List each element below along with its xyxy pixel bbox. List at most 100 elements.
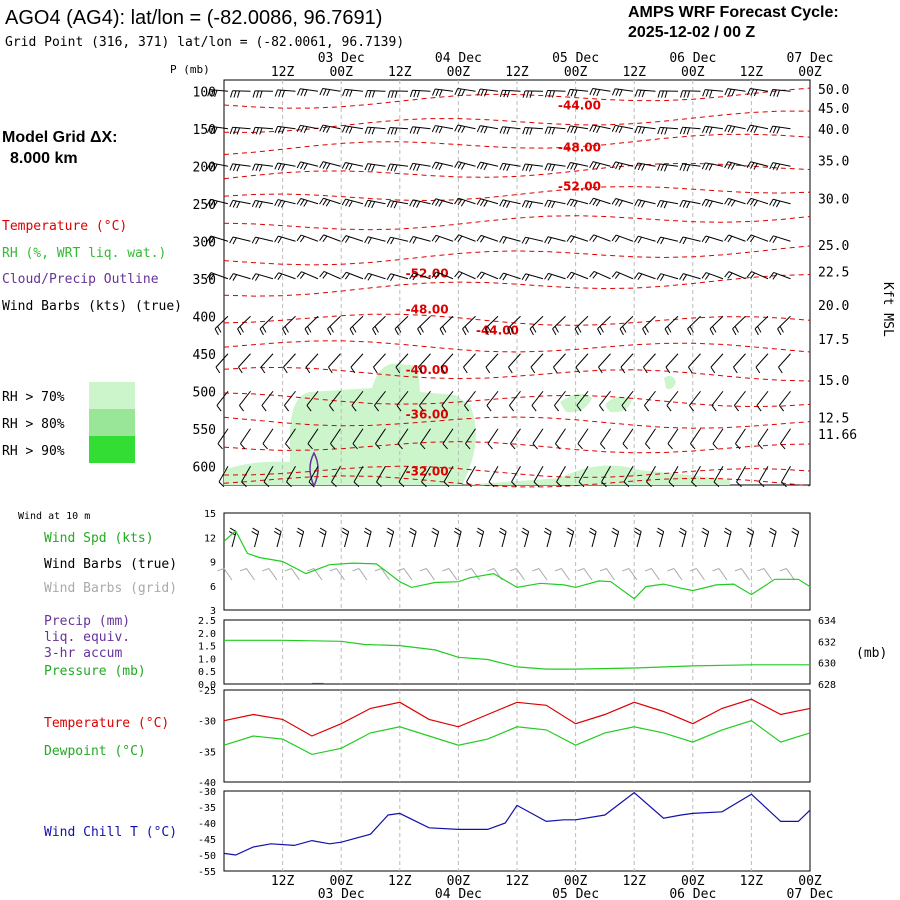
cross-section-wind-barb-feather: [236, 201, 241, 209]
cross-section-wind-barb-feather: [664, 90, 668, 98]
cross-section-wind-barb-feather: [416, 127, 421, 135]
cross-section-wind-barb-feather: [637, 200, 642, 207]
cross-section-wind-barb-feather: [258, 201, 263, 209]
windchill-tick-label: -30: [198, 787, 216, 798]
cross-section-wind-barb-feather: [525, 164, 530, 172]
cross-section-wind-barb: [735, 428, 746, 444]
cross-section-wind-barb-feather: [325, 200, 331, 207]
cross-section-wind-barb-feather: [779, 405, 785, 412]
cross-section-wind-barb-feather: [772, 236, 778, 244]
top-hour-tick-label: 00Z: [447, 65, 471, 80]
cross-section-wind-barb: [644, 390, 656, 406]
bottom-hour-tick-label: 00Z: [798, 874, 822, 889]
cross-section-wind-barb-feather: [753, 126, 758, 134]
cross-section-wind-barb-feather: [596, 89, 601, 97]
cross-section-wind-barb-feather: [597, 328, 602, 336]
cross-section-wind-barb: [372, 315, 386, 330]
cross-section-wind-barb: [442, 428, 454, 444]
cross-section-wind-barb-feather: [660, 164, 665, 172]
cross-section-wind-barb-feather: [598, 366, 603, 374]
cross-section-wind-barb: [481, 271, 499, 280]
cross-section-wind-barb-feather: [304, 328, 309, 336]
top-hour-tick-label: 12Z: [388, 65, 412, 80]
surface-grid-wind-barb-feather: [352, 568, 360, 572]
cross-section-wind-barb-feather: [510, 443, 516, 450]
cross-section-wind-barb-feather: [345, 89, 350, 97]
cross-section-wind-barb-feather: [300, 89, 305, 96]
label-pressure: Pressure (mb): [44, 664, 146, 679]
cross-section-wind-barb-feather: [525, 237, 530, 245]
cross-section-wind-barb-feather: [599, 405, 605, 412]
surface-wind-barb: [389, 531, 395, 548]
surface-grid-wind-barb-feather: [239, 568, 247, 572]
cross-section-wind-barb-feather: [483, 89, 488, 97]
cross-section-wind-barb-feather: [277, 273, 283, 280]
kft-tick-label: 25.0: [818, 239, 849, 254]
cross-section-wind-barb-feather: [621, 405, 627, 412]
bottom-hour-tick-label: 12Z: [505, 874, 529, 889]
top-day-tick-label: 07 Dec: [787, 51, 834, 66]
isotherm-line: [223, 366, 811, 382]
model-grid-title: Model Grid ΔX:: [2, 129, 118, 146]
surface-wind-barb-feather: [454, 527, 462, 532]
cross-section-wind-barb-feather: [769, 89, 774, 97]
kft-tick-label: 17.5: [818, 333, 849, 348]
pressure-tick-label: 550: [193, 423, 216, 438]
surface-grid-wind-barb: [763, 568, 773, 581]
cross-section-wind-barb-feather: [283, 366, 288, 374]
cross-section-wind-barb-feather: [342, 89, 346, 97]
cross-section-wind-barb-feather: [485, 366, 491, 374]
cross-section-wind-barb-feather: [614, 272, 621, 279]
cross-section-wind-barb: [458, 234, 476, 242]
isotherm-line: [223, 340, 811, 353]
cross-section-wind-barb-feather: [307, 443, 313, 450]
temperature-tick-label: -25: [198, 686, 216, 697]
cross-section-wind-barb-feather: [258, 164, 263, 172]
surface-grid-wind-barb-feather: [554, 568, 562, 572]
surface-wind-barb: [659, 531, 665, 548]
cross-section-wind-barb-feather: [364, 199, 369, 207]
surface-wind-barb-feather: [679, 527, 687, 532]
cross-section-wind-barb: [397, 428, 409, 444]
cross-section-wind-barb: [353, 466, 364, 483]
cross-section-wind-barb-feather: [251, 200, 256, 208]
cross-section-wind-barb-feather: [622, 443, 628, 450]
surface-wind-barb-feather: [701, 530, 708, 536]
cross-section-wind-barb-feather: [663, 164, 668, 172]
cross-section-wind-barb-feather: [611, 125, 616, 132]
surface-wind-barb-feather: [251, 530, 258, 536]
top-hour-tick-label: 12Z: [505, 65, 529, 80]
cross-section-wind-barb-feather: [592, 88, 597, 96]
cross-section-wind-barb-feather: [457, 162, 462, 169]
bottom-hour-tick-label: 12Z: [622, 874, 646, 889]
cross-section-wind-barb-feather: [679, 127, 684, 135]
top-hour-tick-label: 12Z: [271, 65, 295, 80]
surface-wind-barb: [614, 531, 620, 548]
cross-section-wind-barb-feather: [487, 326, 492, 333]
surface-grid-wind-barb-feather: [442, 568, 450, 572]
cross-section-wind-barb-feather: [306, 405, 312, 412]
pressure-tick-label: 500: [193, 385, 216, 400]
cross-section-wind-barb-feather: [412, 273, 418, 281]
cross-section-wind-barb: [668, 466, 679, 483]
cross-section-wind-barb-feather: [457, 272, 463, 279]
rh-70-shade: [605, 396, 632, 413]
isotherm-label: -52.00: [558, 179, 601, 193]
cross-section-wind-barb-feather: [252, 127, 256, 135]
bottom-day-tick-label: 06 Dec: [669, 887, 716, 900]
cross-section-wind-barb-feather: [460, 163, 466, 170]
cross-section-wind-barb: [331, 466, 341, 483]
cross-section-wind-barb-feather: [553, 366, 558, 374]
cross-section-wind-barb-feather: [595, 163, 601, 170]
isotherm-line: [223, 110, 810, 133]
cross-section-wind-barb-feather: [341, 271, 347, 279]
cross-section-wind-barb-feather: [232, 164, 237, 171]
cross-section-wind-barb-feather: [641, 164, 646, 171]
pressure-axis-title: P (mb): [170, 63, 210, 76]
cross-section-wind-barb-feather: [371, 127, 376, 135]
cross-section-wind-barb-feather: [281, 164, 286, 171]
cross-section-wind-barb-feather: [727, 272, 733, 279]
cross-section-wind-barb-feather: [218, 481, 225, 488]
cross-section-wind-barb-feather: [412, 163, 417, 171]
cross-section-wind-barb-feather: [262, 326, 267, 333]
